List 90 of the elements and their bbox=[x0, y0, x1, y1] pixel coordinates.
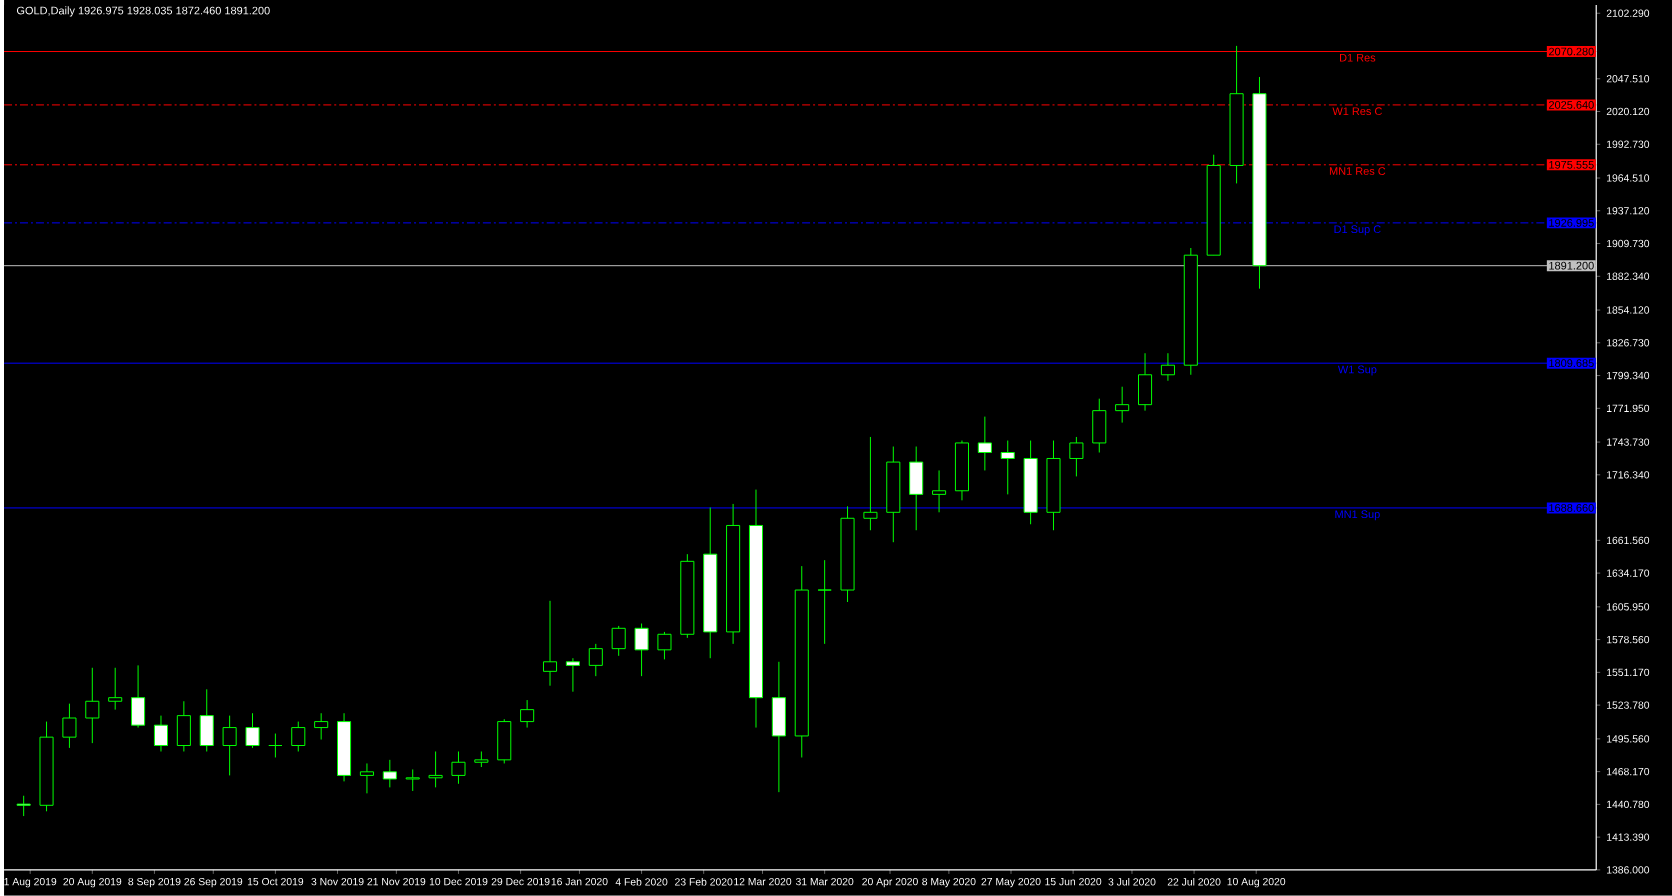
x-tick-label: 29 Dec 2019 bbox=[491, 878, 550, 886]
candlestick bbox=[268, 733, 283, 759]
candlestick bbox=[405, 769, 420, 792]
x-tick-label: 27 May 2020 bbox=[981, 878, 1041, 888]
y-tick-label: 1854.120 bbox=[1607, 306, 1650, 314]
candlestick bbox=[359, 763, 374, 794]
candlestick bbox=[451, 751, 466, 785]
y-tick-label: 1440.780 bbox=[1607, 800, 1650, 809]
x-tick-label: 15 Oct 2019 bbox=[247, 878, 304, 886]
ref-line-label: W1 Sup bbox=[1337, 365, 1377, 376]
y-tick-label: 1468.170 bbox=[1607, 768, 1650, 776]
candlestick bbox=[314, 712, 329, 741]
x-tick-label: 22 Jul 2020 bbox=[1167, 877, 1221, 886]
y-tick-label: 2020.120 bbox=[1606, 107, 1650, 116]
y-tick-label: 1992.730 bbox=[1607, 140, 1650, 149]
x-tick-label: 10 Aug 2020 bbox=[1227, 878, 1286, 888]
x-tick-label: 3 Nov 2019 bbox=[311, 878, 364, 886]
candlestick bbox=[1069, 436, 1084, 477]
candlestick bbox=[428, 751, 443, 788]
y-tick-label: 2102.290 bbox=[1606, 9, 1650, 17]
candlestick bbox=[382, 759, 397, 788]
y-tick-label: 1743.730 bbox=[1607, 438, 1650, 446]
annotation: 2025.640 bbox=[1549, 101, 1594, 109]
x-tick-label: 15 Jun 2020 bbox=[1045, 878, 1102, 886]
y-tick-label: 1605.950 bbox=[1607, 603, 1650, 611]
candlestick bbox=[1000, 440, 1015, 495]
candlestick bbox=[1160, 352, 1175, 382]
candlestick bbox=[565, 657, 580, 693]
x-tick-label: 16 Jan 2020 bbox=[551, 878, 608, 886]
candlestick bbox=[542, 600, 558, 687]
y-tick-label: 2047.510 bbox=[1606, 75, 1650, 83]
annotation: 1975.555 bbox=[1549, 161, 1594, 169]
ref-line-label: W1 Res C bbox=[1332, 107, 1382, 116]
annotation: 1688.660 bbox=[1549, 504, 1594, 512]
x-tick-label: 31 Mar 2020 bbox=[795, 878, 854, 886]
y-tick-label: 1716.340 bbox=[1607, 471, 1650, 479]
x-tick-label: 20 Aug 2019 bbox=[63, 878, 122, 888]
x-tick-label: 23 Feb 2020 bbox=[675, 877, 733, 886]
x-tick-label: 12 Mar 2020 bbox=[734, 878, 792, 886]
y-tick-label: 1909.730 bbox=[1607, 239, 1650, 248]
x-tick-label: 4 Feb 2020 bbox=[615, 877, 668, 886]
y-tick-label: 1661.560 bbox=[1607, 536, 1650, 545]
x-tick-label: 10 Dec 2019 bbox=[429, 878, 488, 886]
x-tick-label: 21 Nov 2019 bbox=[367, 878, 426, 886]
candlestick bbox=[291, 721, 306, 753]
candlestick bbox=[634, 623, 649, 677]
x-tick-label: 1 Aug 2019 bbox=[4, 878, 57, 888]
annotation: 1891.200 bbox=[1549, 261, 1594, 270]
candlestick bbox=[1115, 386, 1130, 424]
candlestick bbox=[863, 436, 878, 531]
candlestick bbox=[222, 715, 237, 776]
candlestick bbox=[932, 470, 947, 513]
candlestick bbox=[817, 559, 832, 645]
y-tick-label: 1634.170 bbox=[1607, 569, 1650, 577]
y-tick-label: 1386.000 bbox=[1607, 866, 1650, 874]
candlestick bbox=[588, 643, 603, 677]
candlestick bbox=[245, 712, 260, 749]
y-tick-label: 1771.950 bbox=[1607, 404, 1650, 413]
ref-line-label: MN1 Sup bbox=[1335, 510, 1380, 521]
x-tick-label: 3 Jul 2020 bbox=[1108, 877, 1156, 886]
y-tick-label: 1826.730 bbox=[1607, 339, 1650, 347]
candlestick bbox=[520, 699, 535, 729]
chart-title: GOLD,Daily 1926.975 1928.035 1872.460 1891.200 bbox=[16, 6, 270, 17]
y-tick-label: 1551.170 bbox=[1607, 668, 1650, 677]
y-tick-label: 1799.340 bbox=[1607, 371, 1650, 380]
candlestick bbox=[657, 631, 672, 660]
candlestick bbox=[108, 667, 123, 711]
x-tick-label: 20 Apr 2020 bbox=[862, 878, 918, 888]
annotation: 1926.995 bbox=[1549, 219, 1594, 227]
ref-line-label: MN1 Res C bbox=[1329, 167, 1386, 176]
candlestick bbox=[62, 703, 77, 749]
x-tick-label: 8 Sep 2019 bbox=[128, 878, 181, 888]
y-tick-label: 1413.390 bbox=[1607, 833, 1650, 841]
annotation: 2070.280 bbox=[1549, 47, 1594, 56]
y-tick-label: 1523.780 bbox=[1607, 701, 1650, 709]
candlestick bbox=[153, 715, 168, 753]
ref-line-label: D1 Res bbox=[1340, 54, 1376, 62]
y-tick-label: 1578.560 bbox=[1607, 635, 1650, 644]
candlestick bbox=[16, 795, 31, 817]
candlestick bbox=[85, 667, 100, 744]
annotation: 1809.685 bbox=[1549, 359, 1594, 368]
x-tick-label: 26 Sep 2019 bbox=[184, 878, 243, 888]
y-tick-label: 1964.510 bbox=[1607, 174, 1650, 182]
ref-line-label: D1 Sup C bbox=[1334, 225, 1381, 236]
y-tick-label: 1937.120 bbox=[1607, 207, 1650, 215]
candlestick bbox=[977, 416, 992, 472]
x-tick-label: 8 May 2020 bbox=[922, 878, 976, 888]
candlestick bbox=[611, 625, 626, 657]
y-tick-label: 1882.340 bbox=[1607, 272, 1650, 281]
y-tick-label: 1495.560 bbox=[1607, 735, 1650, 743]
